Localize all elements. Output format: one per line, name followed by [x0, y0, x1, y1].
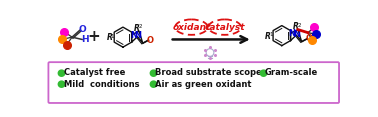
Text: O: O	[305, 34, 312, 43]
Text: R: R	[293, 22, 299, 31]
Text: catalyst: catalyst	[204, 23, 245, 32]
Text: N: N	[289, 29, 296, 38]
Text: R: R	[265, 32, 271, 41]
Text: O: O	[146, 36, 153, 45]
Text: ●: ●	[148, 68, 157, 78]
Text: ●: ●	[148, 79, 157, 89]
Text: N: N	[130, 31, 137, 40]
Text: 1: 1	[269, 32, 273, 37]
Text: Broad substrate scope: Broad substrate scope	[155, 68, 262, 77]
Text: oxidant: oxidant	[172, 23, 211, 32]
Text: N: N	[293, 30, 300, 39]
Text: ●: ●	[258, 68, 267, 78]
Text: R: R	[106, 33, 112, 42]
Text: O: O	[78, 25, 86, 34]
FancyBboxPatch shape	[48, 62, 339, 103]
Text: R: R	[134, 24, 139, 33]
Text: 1: 1	[110, 34, 114, 39]
Text: Air as green oxidant: Air as green oxidant	[155, 80, 251, 89]
Text: +: +	[87, 29, 100, 44]
Text: N: N	[134, 31, 141, 40]
Text: ●: ●	[57, 68, 65, 78]
Text: H: H	[81, 35, 89, 44]
Text: Catalyst free: Catalyst free	[64, 68, 125, 77]
Text: 2: 2	[297, 23, 301, 27]
Text: Mild  conditions: Mild conditions	[64, 80, 139, 89]
Text: ●: ●	[57, 79, 65, 89]
Text: Gram-scale: Gram-scale	[265, 68, 318, 77]
Text: 2: 2	[138, 24, 142, 29]
